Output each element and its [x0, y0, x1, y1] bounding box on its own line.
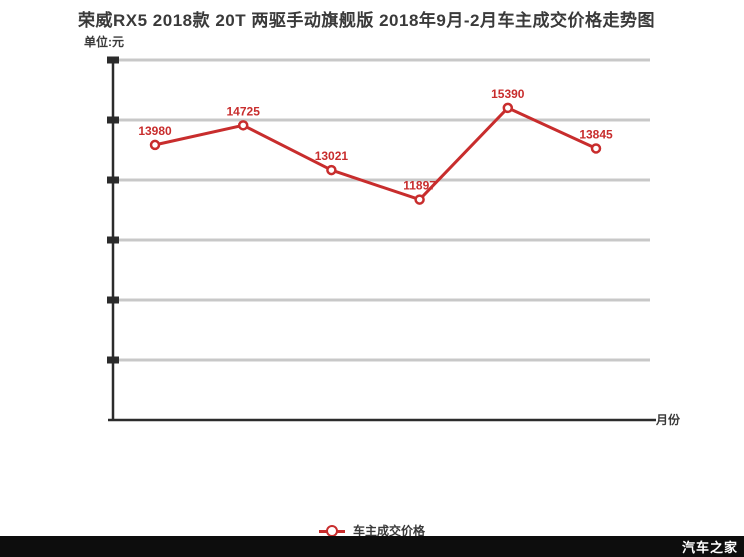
data-point [414, 194, 425, 205]
xaxis-label: 月份 [656, 413, 681, 427]
data-point [326, 164, 337, 176]
data-point [502, 102, 514, 114]
legend: 车主成交价格 [0, 522, 744, 539]
data-point [590, 143, 602, 154]
unit-label: 单位:元 [84, 35, 124, 49]
data-point-label: 14725 [227, 104, 261, 118]
data-point-label: 13980 [138, 124, 172, 138]
legend-label: 车主成交价格 [352, 524, 425, 538]
series-line [154, 106, 597, 202]
data-point-label: 13021 [315, 149, 349, 163]
data-point-label: 13845 [579, 127, 613, 141]
data-point-label: 15390 [491, 87, 525, 101]
data-point [149, 139, 161, 151]
data-point-label: 11897 [403, 179, 436, 193]
watermark-bar: 汽车之家 [0, 536, 744, 557]
chart-title: 荣威RX5 2018款 20T 两驱手动旗舰版 2018年9月-2月车主成交价格… [78, 11, 655, 30]
brand-watermark: 汽车之家 [681, 540, 738, 555]
legend-line-dot-icon [318, 524, 345, 538]
data-point [237, 120, 249, 131]
